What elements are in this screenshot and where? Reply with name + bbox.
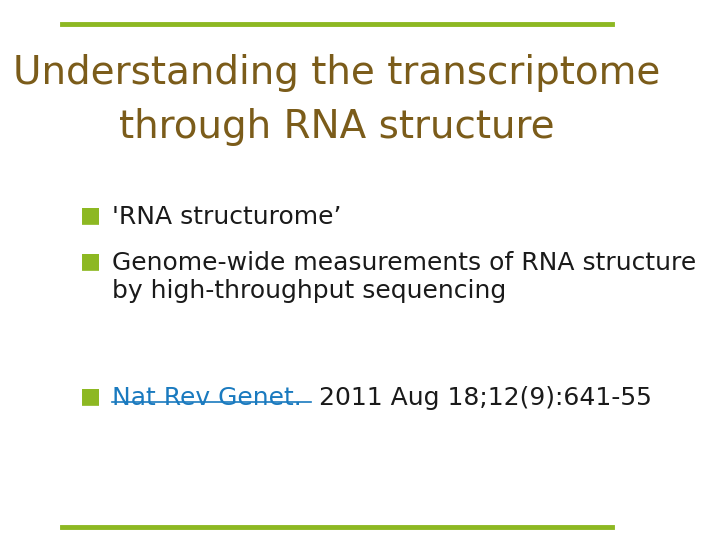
Text: Nat Rev Genet.: Nat Rev Genet.	[112, 386, 302, 410]
Text: 2011 Aug 18;12(9):641-55: 2011 Aug 18;12(9):641-55	[311, 386, 652, 410]
Text: ■: ■	[80, 251, 101, 271]
Text: Understanding the transcriptome: Understanding the transcriptome	[14, 54, 661, 92]
Text: through RNA structure: through RNA structure	[120, 108, 555, 146]
Text: ■: ■	[80, 386, 101, 406]
Text: 'RNA structurome’: 'RNA structurome’	[112, 205, 341, 229]
Text: ■: ■	[80, 205, 101, 225]
Text: Genome-wide measurements of RNA structure
by high-throughput sequencing: Genome-wide measurements of RNA structur…	[112, 251, 696, 303]
